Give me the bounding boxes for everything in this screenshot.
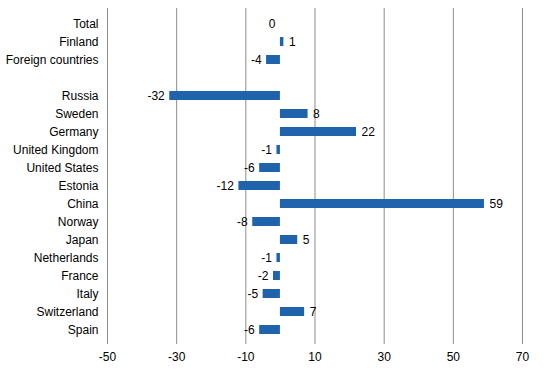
svg-text:Estonia: Estonia: [58, 179, 98, 193]
svg-text:-12: -12: [217, 179, 235, 193]
svg-text:Norway: Norway: [58, 215, 99, 229]
svg-text:Italy: Italy: [76, 287, 98, 301]
svg-text:-2: -2: [258, 269, 269, 283]
svg-text:France: France: [61, 269, 99, 283]
svg-text:7: 7: [310, 305, 317, 319]
svg-text:Foreign countries: Foreign countries: [6, 53, 99, 67]
svg-text:-32: -32: [147, 89, 165, 103]
svg-text:Switzerland: Switzerland: [36, 305, 98, 319]
svg-text:Russia: Russia: [62, 89, 99, 103]
svg-text:Germany: Germany: [49, 125, 98, 139]
svg-text:8: 8: [313, 107, 320, 121]
svg-text:China: China: [67, 197, 99, 211]
svg-text:-6: -6: [244, 323, 255, 337]
svg-text:59: 59: [489, 197, 503, 211]
svg-text:10: 10: [308, 350, 322, 364]
svg-text:-5: -5: [247, 287, 258, 301]
svg-text:-1: -1: [261, 143, 272, 157]
svg-text:United Kingdom: United Kingdom: [13, 143, 98, 157]
svg-text:-8: -8: [237, 215, 248, 229]
svg-text:-4: -4: [251, 53, 262, 67]
svg-text:5: 5: [303, 233, 310, 247]
svg-text:50: 50: [447, 350, 461, 364]
svg-text:Spain: Spain: [68, 323, 99, 337]
svg-text:Japan: Japan: [66, 233, 99, 247]
svg-text:1: 1: [289, 35, 296, 49]
svg-text:Finland: Finland: [59, 35, 98, 49]
svg-text:70: 70: [516, 350, 530, 364]
svg-text:United States: United States: [26, 161, 98, 175]
svg-text:Total: Total: [73, 17, 98, 31]
svg-text:-30: -30: [168, 350, 186, 364]
svg-text:30: 30: [377, 350, 391, 364]
svg-text:Sweden: Sweden: [55, 107, 98, 121]
svg-text:22: 22: [362, 125, 376, 139]
svg-text:Netherlands: Netherlands: [34, 251, 99, 265]
svg-text:0: 0: [269, 17, 276, 31]
svg-text:-6: -6: [244, 161, 255, 175]
svg-text:-10: -10: [237, 350, 255, 364]
svg-text:-1: -1: [261, 251, 272, 265]
svg-text:-50: -50: [99, 350, 117, 364]
